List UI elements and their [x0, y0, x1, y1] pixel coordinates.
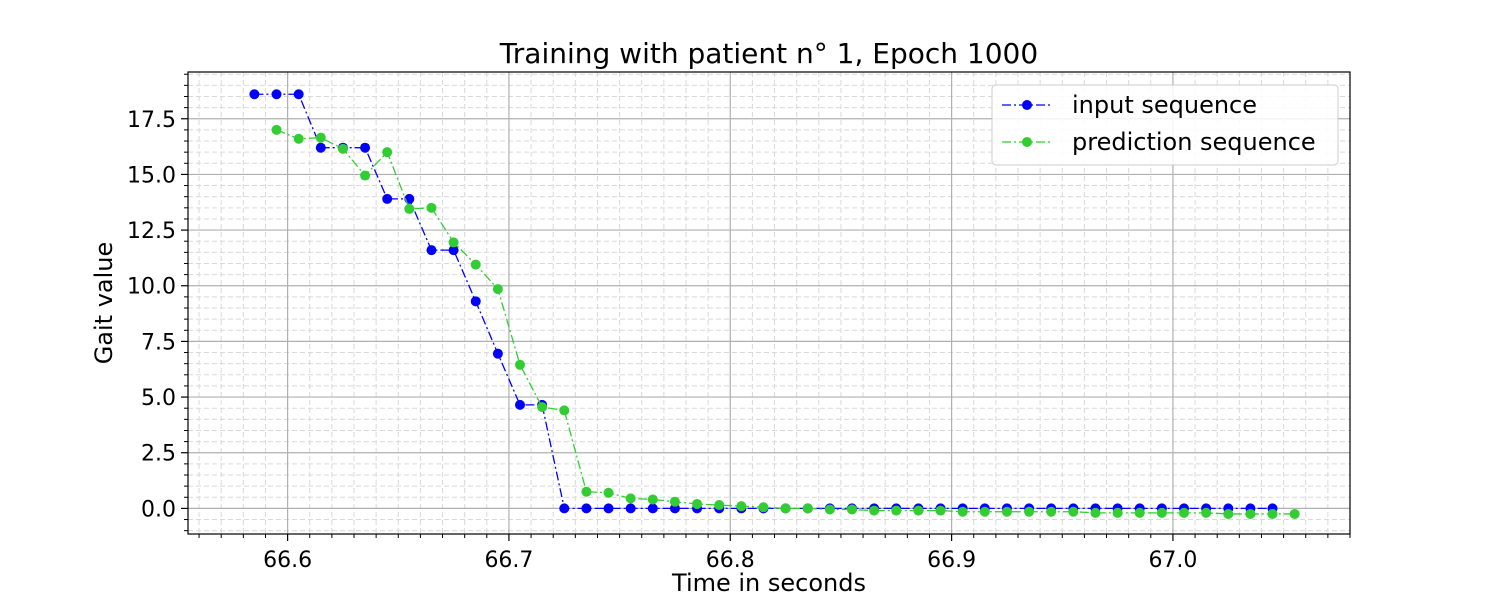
- data-point-2: [1046, 506, 1057, 517]
- data-point-2: [824, 504, 835, 515]
- y-tick-label: 2.5: [141, 442, 176, 467]
- data-point-1: [581, 503, 592, 514]
- legend: input sequence prediction sequence: [991, 84, 1339, 166]
- data-point-2: [891, 505, 902, 516]
- data-point-2: [758, 502, 769, 513]
- y-tick-label: 10.0: [127, 275, 176, 300]
- legend-label-1: input sequence: [1072, 91, 1257, 119]
- plot-series: [249, 89, 1300, 519]
- data-point-2: [426, 202, 437, 213]
- data-point-2: [1223, 508, 1234, 519]
- legend-box: [991, 84, 1339, 166]
- axis-ticks: 66.6 66.7 66.8 66.9 67.0 0.0 2.5 5.0 7.5 10.0 12.5…: [127, 73, 1351, 573]
- x-tick-label: 66.6: [263, 548, 312, 573]
- series-line-1: [254, 93, 1273, 510]
- data-point-1: [625, 503, 636, 514]
- data-point-1: [382, 193, 393, 204]
- data-point-2: [293, 133, 304, 144]
- data-point-2: [382, 147, 393, 158]
- data-point-1: [249, 89, 260, 100]
- data-point-2: [669, 496, 680, 507]
- chart-title: Training with patient n° 1, Epoch 1000: [499, 37, 1038, 70]
- data-point-1: [492, 348, 503, 359]
- data-point-1: [315, 142, 326, 153]
- data-point-2: [1024, 506, 1035, 517]
- data-point-2: [404, 203, 415, 214]
- data-point-2: [869, 505, 880, 516]
- data-point-2: [647, 494, 658, 505]
- data-point-2: [847, 504, 857, 515]
- data-point-1: [293, 89, 304, 100]
- data-point-2: [1068, 506, 1079, 517]
- legend-marker-2: [1022, 137, 1032, 147]
- y-tick-label: 17.5: [127, 108, 176, 133]
- data-point-2: [736, 501, 747, 512]
- data-point-1: [603, 503, 614, 514]
- y-tick-label: 12.5: [127, 219, 176, 244]
- y-tick-label: 5.0: [141, 386, 176, 411]
- data-point-2: [1090, 507, 1101, 518]
- data-point-2: [1289, 508, 1300, 519]
- data-point-2: [559, 405, 570, 416]
- legend-label-2: prediction sequence: [1072, 128, 1316, 156]
- data-point-2: [692, 498, 703, 509]
- data-point-2: [1156, 507, 1167, 518]
- data-point-2: [360, 170, 371, 181]
- data-point-2: [1134, 507, 1145, 518]
- x-tick-label: 67.0: [1148, 548, 1197, 573]
- y-tick-label: 15.0: [127, 163, 176, 188]
- data-point-1: [515, 399, 525, 410]
- x-axis-title: Time in seconds: [671, 569, 866, 597]
- data-point-2: [913, 505, 924, 516]
- data-point-2: [1179, 507, 1189, 518]
- data-point-2: [625, 493, 636, 504]
- data-point-1: [448, 245, 459, 256]
- data-point-2: [714, 500, 725, 511]
- data-point-2: [271, 124, 282, 135]
- data-point-2: [448, 237, 459, 248]
- data-point-2: [1245, 508, 1256, 519]
- data-point-2: [581, 486, 592, 497]
- data-point-2: [315, 132, 326, 143]
- data-point-1: [360, 142, 371, 153]
- data-point-2: [1001, 506, 1012, 517]
- data-point-2: [537, 402, 548, 413]
- data-point-2: [1201, 507, 1212, 518]
- data-point-2: [935, 505, 946, 516]
- x-tick-label: 66.7: [484, 548, 533, 573]
- data-point-1: [470, 296, 481, 307]
- series-line-2: [276, 129, 1295, 515]
- data-point-1: [559, 503, 570, 514]
- data-point-1: [426, 245, 437, 256]
- data-point-2: [515, 359, 525, 370]
- data-point-2: [1267, 508, 1278, 519]
- data-point-2: [337, 143, 348, 154]
- plot-frame: [187, 71, 1351, 535]
- data-point-2: [780, 503, 791, 514]
- data-point-2: [1112, 507, 1123, 518]
- data-point-2: [603, 487, 614, 498]
- data-point-2: [470, 259, 481, 270]
- y-tick-label: 7.5: [141, 330, 176, 355]
- x-tick-label: 66.9: [927, 548, 976, 573]
- data-point-1: [271, 89, 282, 100]
- legend-marker-1: [1022, 100, 1032, 110]
- x-tick-label: 66.8: [706, 548, 755, 573]
- y-axis-title: Gait value: [90, 242, 118, 365]
- data-point-2: [957, 506, 968, 517]
- y-tick-label: 0.0: [141, 497, 176, 522]
- data-point-2: [492, 284, 503, 295]
- data-point-2: [802, 503, 813, 514]
- data-point-2: [979, 506, 990, 517]
- data-point-1: [647, 503, 658, 514]
